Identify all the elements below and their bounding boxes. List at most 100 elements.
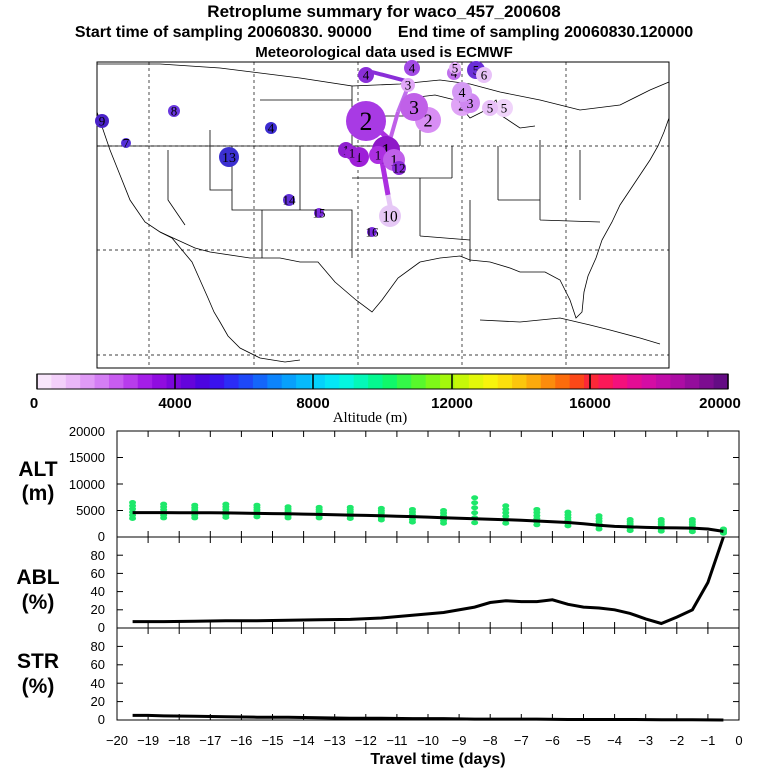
- x-tick-label: −9: [452, 733, 467, 748]
- plume-marker-label: 1: [375, 148, 382, 163]
- colorbar-cell: [598, 374, 613, 389]
- colorbar-cell: [167, 374, 182, 389]
- plume-marker-label: 2: [360, 107, 373, 136]
- plume-marker-label: 6: [481, 68, 488, 83]
- alt-ylabel-name: ALT: [18, 458, 57, 481]
- alt-particle-point: [191, 503, 198, 508]
- x-tick-label: −6: [545, 733, 560, 748]
- alt-mean-line: [133, 513, 724, 532]
- alt-particle-point: [378, 506, 385, 511]
- alt-particle-point: [440, 508, 447, 513]
- colorbar-cell: [397, 374, 412, 389]
- plume-marker-label: 13: [222, 151, 236, 166]
- plume-marker: 3: [400, 93, 428, 121]
- plume-marker-label: 14: [283, 193, 297, 208]
- colorbar-cell: [296, 374, 311, 389]
- plume-marker-label: 1: [349, 146, 356, 161]
- str-tick-20: 20: [91, 694, 105, 709]
- x-tick-marks: [117, 431, 739, 720]
- colorbar-cell: [80, 374, 95, 389]
- abl-tick-40: 40: [91, 584, 105, 599]
- plume-marker-label: 4: [409, 61, 416, 76]
- x-tick-label: −1: [700, 733, 715, 748]
- colorbar-tick-20000: 20000: [699, 395, 741, 412]
- alt-scatter-points: [129, 495, 727, 536]
- alt-particle-point: [285, 504, 292, 509]
- plume-marker: 12: [392, 161, 406, 176]
- colorbar-cell: [699, 374, 714, 389]
- x-tick-label: −14: [293, 733, 315, 748]
- alt-tick-5000: 5000: [76, 503, 105, 518]
- plume-marker-label: 5: [487, 101, 494, 116]
- alt-particle-point: [658, 517, 665, 522]
- colorbar-cell: [627, 374, 642, 389]
- plume-marker: 13: [219, 147, 239, 167]
- colorbar-cell: [498, 374, 513, 389]
- x-tick-label: −12: [355, 733, 377, 748]
- alt-particle-point: [627, 517, 634, 522]
- colorbar-cell: [51, 374, 66, 389]
- x-tick-label: −13: [324, 733, 346, 748]
- str-tick-40: 40: [91, 676, 105, 691]
- colorbar-cell: [368, 374, 383, 389]
- colorbar-cell: [224, 374, 239, 389]
- str-y-ticks: 80 60 40 20 0: [91, 639, 105, 727]
- colorbar-cell: [526, 374, 541, 389]
- plume-marker: 2: [346, 101, 386, 141]
- abl-y-ticks: 80 60 40 20 0: [91, 548, 105, 635]
- alt-y-ticks: 20000 15000 10000 5000 0: [69, 424, 105, 544]
- abl-ylabel-name: ABL: [16, 566, 59, 589]
- colorbar-cell: [570, 374, 585, 389]
- plume-marker: 14: [283, 193, 297, 208]
- alt-particle-point: [160, 502, 167, 507]
- alt-particle-point: [564, 510, 571, 515]
- alt-particle-point: [689, 517, 696, 522]
- alt-particle-point: [471, 510, 478, 515]
- plume-marker: 16: [366, 225, 380, 240]
- abl-tick-60: 60: [91, 566, 105, 581]
- alt-particle-point: [596, 513, 603, 518]
- alt-particle-point: [471, 505, 478, 510]
- alt-particle-point: [471, 495, 478, 500]
- colorbar-tick-0: 0: [30, 395, 38, 412]
- alt-particle-point: [222, 502, 229, 507]
- x-tick-label: −7: [514, 733, 529, 748]
- x-tick-label: −2: [669, 733, 684, 748]
- colorbar-cell: [483, 374, 498, 389]
- plume-marker-label: 5: [501, 101, 508, 116]
- plume-marker-label: 16: [366, 225, 380, 240]
- colorbar-cell: [642, 374, 657, 389]
- alt-particle-point: [253, 503, 260, 508]
- x-tick-label: −20: [106, 733, 128, 748]
- plume-marker-label: 4: [459, 86, 466, 101]
- x-axis-label: Travel time (days): [370, 751, 505, 768]
- plume-marker-label: 8: [171, 104, 178, 119]
- altitude-colorbar: 0 4000 8000 12000 16000 20000 Altitude (…: [30, 374, 741, 426]
- colorbar-cell: [267, 374, 282, 389]
- plume-marker-label: 10: [382, 208, 398, 225]
- plume-marker-label: 3: [405, 78, 412, 93]
- colorbar-cell: [282, 374, 297, 389]
- plume-marker: 4: [452, 82, 472, 102]
- plume-marker: 15: [313, 206, 326, 221]
- x-tick-label: −3: [638, 733, 653, 748]
- alt-tick-15000: 15000: [69, 450, 105, 465]
- abl-tick-20: 20: [91, 602, 105, 617]
- plume-marker-label: 7: [123, 136, 130, 151]
- colorbar-label: Altitude (m): [333, 410, 408, 426]
- plume-marker-label: 4: [363, 68, 370, 83]
- abl-ylabel-unit: (%): [22, 591, 55, 614]
- colorbar-cell: [195, 374, 210, 389]
- x-tick-label: −5: [576, 733, 591, 748]
- x-tick-label: −19: [137, 733, 159, 748]
- alt-particle-point: [409, 507, 416, 512]
- colorbar-cell: [555, 374, 570, 389]
- x-tick-label: −11: [386, 733, 407, 748]
- plume-marker: 4: [358, 67, 374, 83]
- plume-marker-label: 4: [268, 121, 275, 136]
- x-tick-label: −4: [607, 733, 622, 748]
- abl-tick-0: 0: [98, 620, 105, 635]
- alt-particle-point: [129, 500, 136, 505]
- x-tick-label: −10: [417, 733, 439, 748]
- str-tick-0: 0: [98, 712, 105, 727]
